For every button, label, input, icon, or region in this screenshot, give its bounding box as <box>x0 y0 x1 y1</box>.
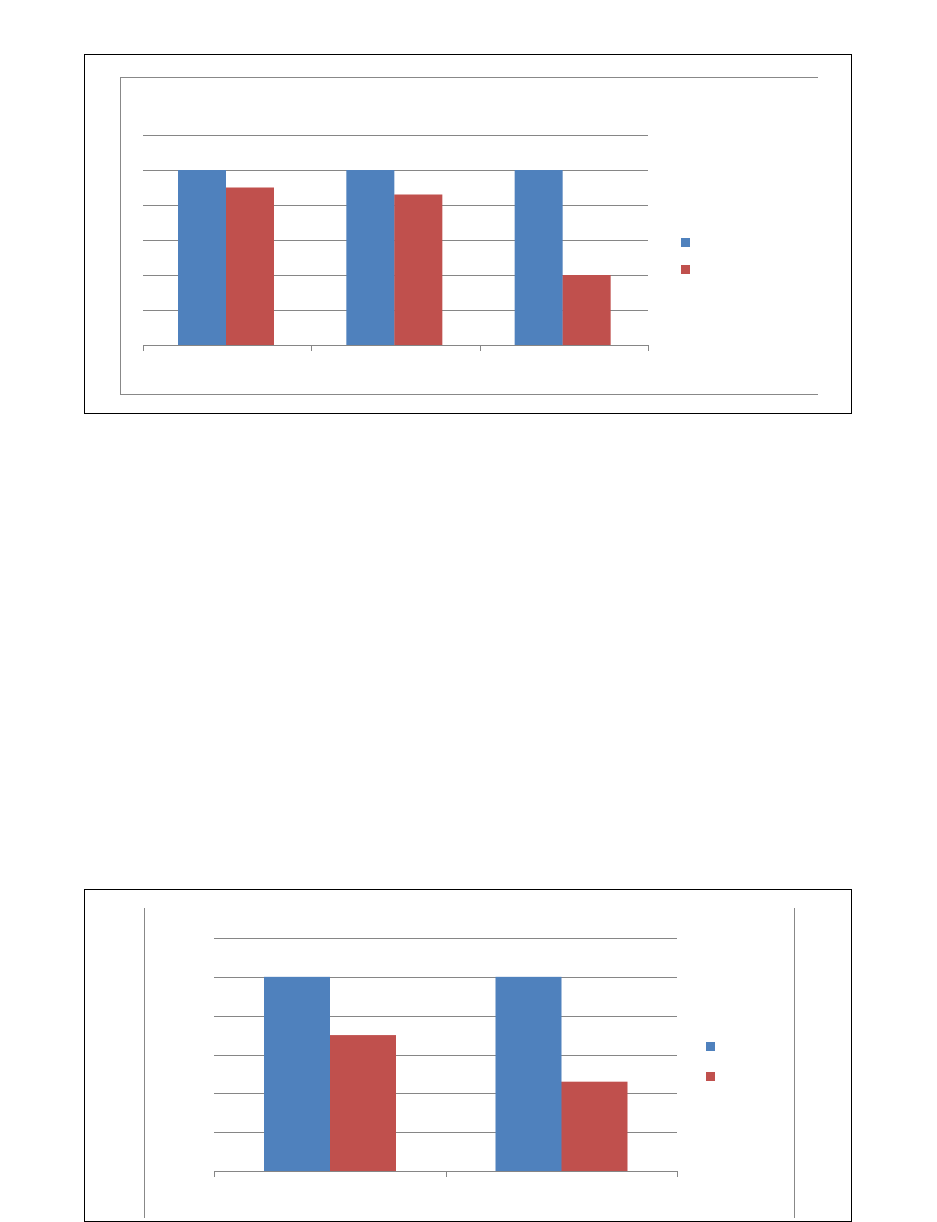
chart-border <box>84 54 852 414</box>
bar <box>330 1035 396 1171</box>
bar <box>264 976 330 1171</box>
bar <box>562 275 611 345</box>
chart-area-frame <box>120 77 818 395</box>
legend-swatch <box>706 1042 715 1051</box>
bar <box>226 187 274 345</box>
bar <box>346 170 395 345</box>
bar <box>514 170 563 345</box>
legend-swatch <box>681 238 690 247</box>
legend-swatch <box>706 1072 715 1081</box>
bar <box>178 170 226 345</box>
bar <box>394 194 443 345</box>
bar <box>561 1081 628 1171</box>
bar <box>495 976 562 1171</box>
legend-swatch <box>681 265 690 274</box>
